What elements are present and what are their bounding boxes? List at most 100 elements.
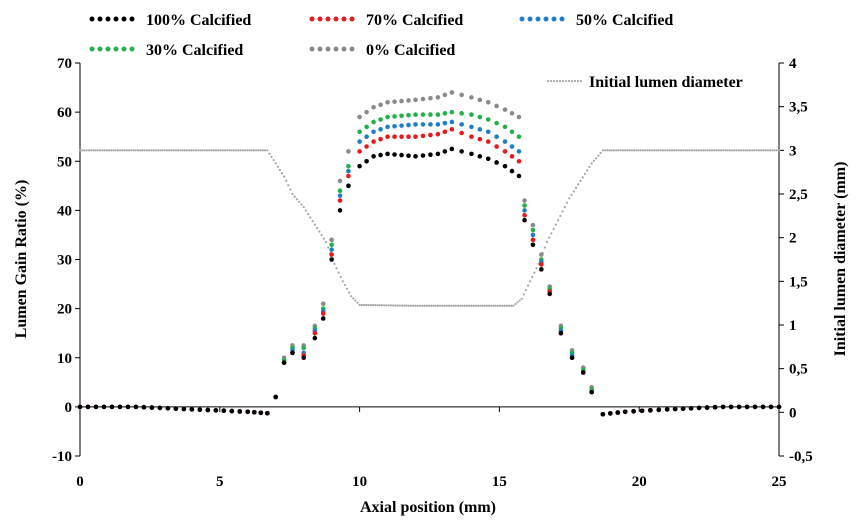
diameter-point [610,149,613,152]
data-point [530,232,536,238]
diameter-point [501,304,504,307]
diameter-point [637,149,640,152]
legend-marker [333,16,339,22]
diameter-point [259,149,262,152]
diameter-point [324,240,328,244]
data-point [608,411,613,416]
diameter-point [659,149,662,152]
y2-tick-label: 4 [789,56,797,72]
diameter-point [682,149,685,152]
diameter-point [533,271,536,274]
diameter-point [343,283,347,287]
y-tick-label: 60 [57,105,72,121]
y2-tick-label: -0,5 [789,449,813,465]
data-point [720,404,726,410]
diameter-point [673,149,676,152]
data-point [133,404,139,410]
diameter-point [617,149,620,152]
diameter-point [237,149,240,152]
legend-marker [341,16,347,22]
y-tick-label: 30 [57,253,72,269]
data-point [117,404,123,410]
data-point [760,404,766,410]
legend-label: 50% Calcified [576,12,673,29]
data-point [459,130,464,136]
diameter-point [380,304,384,307]
diameter-point [266,149,269,152]
data-point [406,98,411,103]
diameter-point [479,304,482,307]
data-point [346,163,351,169]
diameter-point [630,149,633,152]
diameter-point [518,299,521,302]
diameter-point [697,149,700,152]
diameter-point [174,149,177,152]
diameter-point [125,149,128,152]
data-point [149,405,155,410]
diameter-point [396,304,399,307]
data-point [516,149,522,154]
diameter-point [139,149,142,152]
diameter-point [159,149,162,152]
diameter-point [345,287,349,290]
data-point [265,410,270,416]
diameter-point [731,149,734,152]
diameter-point [241,149,244,152]
diameter-point [264,149,267,152]
data-point [245,409,251,415]
legend-marker [543,16,549,22]
diameter-point [543,246,546,249]
diameter-point [496,304,500,307]
diameter-point [407,304,410,307]
diameter-point [250,149,253,152]
diameter-point [704,149,707,152]
diameter-point [719,149,723,152]
data-point [449,146,455,152]
diameter-point [228,149,231,152]
diameter-point [739,149,743,152]
diameter-point [535,267,538,270]
diameter-point [461,304,464,307]
data-point [337,208,343,213]
data-point [539,262,544,267]
data-point [157,405,163,411]
diameter-point [316,226,319,230]
legend-marker [113,46,119,52]
legend-marker [89,16,95,22]
diameter-point [670,149,674,152]
data-point [459,111,464,116]
y-tick-label: 0 [65,400,73,416]
diameter-point [272,159,275,162]
diameter-point [107,149,111,152]
data-point [494,144,499,149]
data-point [435,122,441,127]
diameter-point [468,304,471,307]
diameter-point [436,304,439,307]
data-point [406,153,411,159]
diameter-point [341,280,344,283]
diameter-point [291,192,294,196]
diameter-point [188,149,191,152]
data-point [509,168,515,174]
diameter-point [443,304,446,307]
data-point [502,107,508,112]
data-point [378,136,383,142]
y-tick-label: 20 [57,302,72,318]
legend-marker [552,79,556,83]
data-point [378,102,383,108]
diameter-point [579,179,582,182]
legend-marker [325,46,331,52]
data-point [420,153,426,158]
diameter-point [119,149,122,152]
data-point [522,198,527,203]
data-point [449,90,455,95]
diameter-point [416,304,419,307]
diameter-point [123,149,126,152]
diameter-point [90,149,93,152]
data-point [442,92,448,98]
data-point [477,114,483,120]
diameter-point [554,223,557,226]
diameter-point [577,183,580,186]
diameter-point [304,209,308,212]
diameter-point [510,304,513,307]
